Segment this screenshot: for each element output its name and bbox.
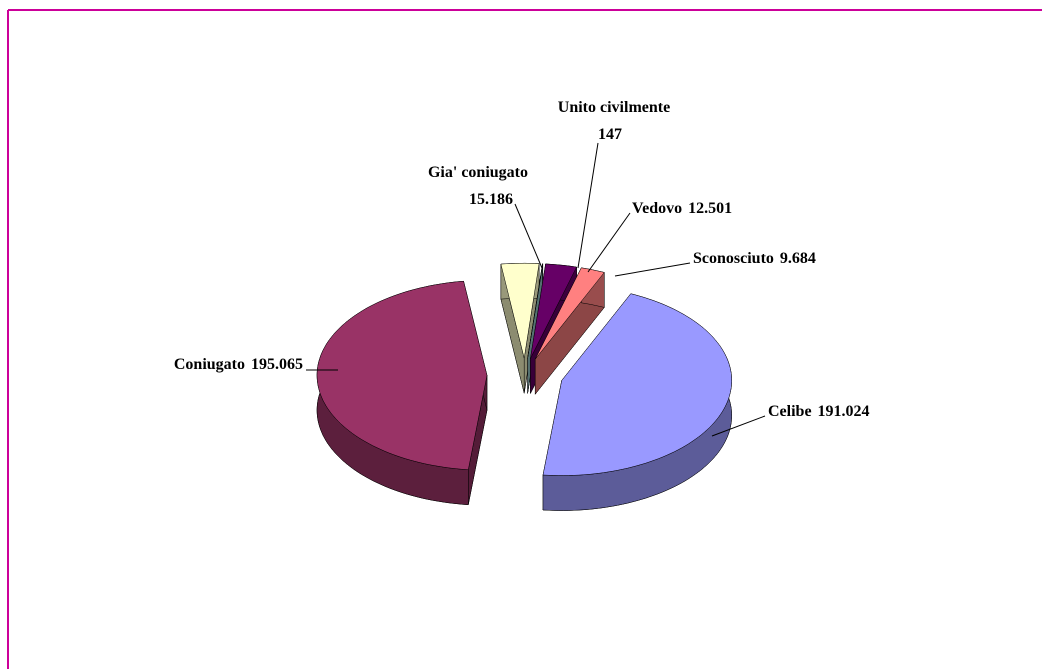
leader-line xyxy=(711,415,766,437)
data-label: Sconosciuto 9.684 xyxy=(693,250,816,267)
label-name: Vedovo xyxy=(632,200,682,217)
label-name: Unito civilmente xyxy=(558,99,670,116)
slice xyxy=(542,293,732,476)
leader-line xyxy=(614,262,691,277)
data-label: Vedovo 12.501 xyxy=(632,200,732,217)
slice xyxy=(316,280,488,470)
slice xyxy=(527,263,544,359)
slice xyxy=(500,262,540,359)
leader-line xyxy=(587,212,631,273)
label-value: 12.501 xyxy=(688,200,732,217)
label-name: Gia' coniugato xyxy=(428,164,528,181)
data-label: Unito civilmente xyxy=(558,99,670,116)
data-label: Coniugato 195.065 xyxy=(174,356,303,373)
leader-line xyxy=(514,203,543,269)
data-label: Gia' coniugato xyxy=(428,164,528,181)
slice xyxy=(534,267,605,360)
data-label: 147 xyxy=(598,126,622,143)
data-label: 15.186 xyxy=(469,191,513,208)
label-name: Sconosciuto xyxy=(693,250,774,267)
label-name: Coniugato xyxy=(174,356,245,373)
label-value: 191.024 xyxy=(818,403,870,420)
data-label: Celibe 191.024 xyxy=(768,403,870,420)
label-value: 15.186 xyxy=(469,191,513,208)
label-value: 195.065 xyxy=(251,356,303,373)
label-value: 147 xyxy=(598,126,622,143)
label-name: Celibe xyxy=(768,403,812,420)
leader-line xyxy=(577,142,599,269)
label-value: 9.684 xyxy=(780,250,816,267)
slice xyxy=(530,263,577,359)
